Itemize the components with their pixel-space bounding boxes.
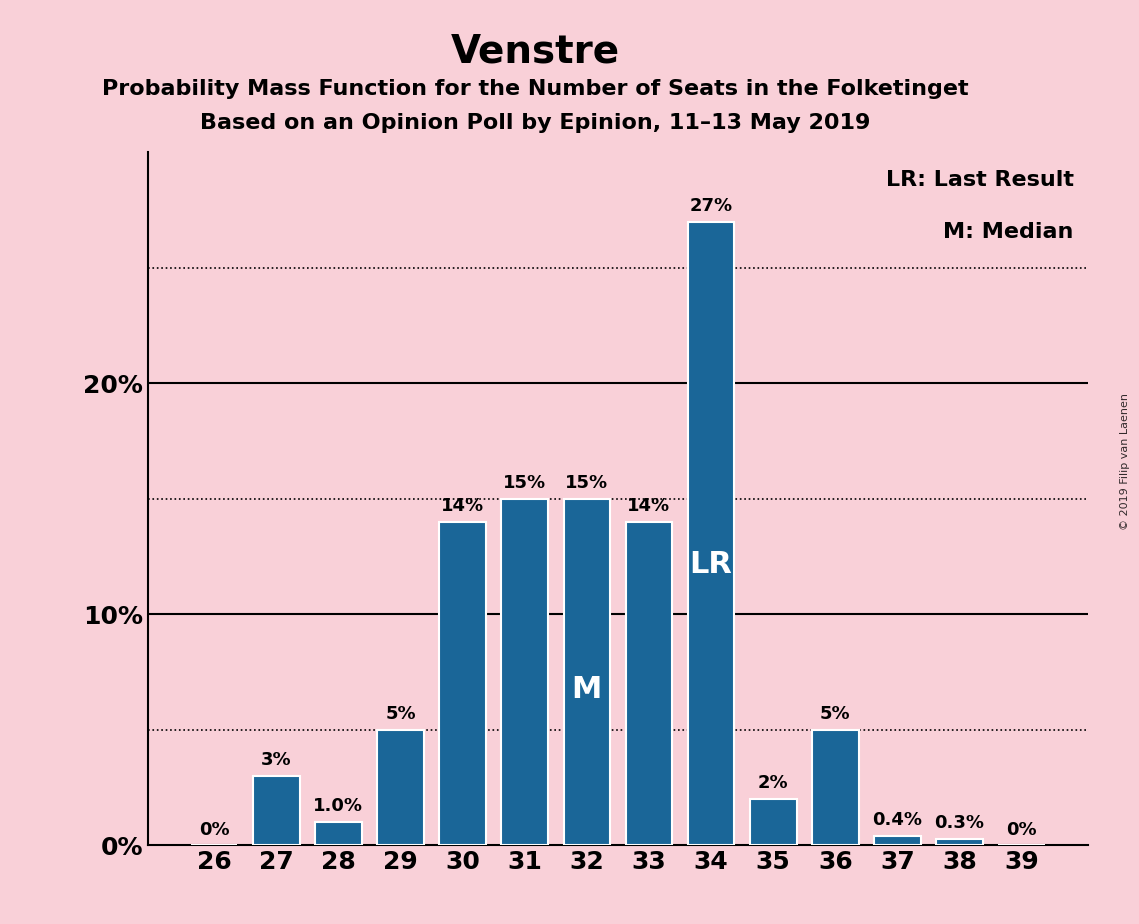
Text: M: Median: M: Median: [943, 222, 1074, 242]
Bar: [377, 730, 424, 845]
Text: 5%: 5%: [820, 705, 851, 723]
Text: Venstre: Venstre: [451, 32, 620, 70]
Text: 27%: 27%: [689, 197, 732, 214]
Bar: [501, 499, 548, 845]
Bar: [875, 836, 920, 845]
Text: 15%: 15%: [503, 474, 547, 492]
Text: Probability Mass Function for the Number of Seats in the Folketinget: Probability Mass Function for the Number…: [103, 79, 968, 99]
Bar: [253, 776, 300, 845]
Bar: [812, 730, 859, 845]
Bar: [440, 522, 486, 845]
Text: © 2019 Filip van Laenen: © 2019 Filip van Laenen: [1121, 394, 1130, 530]
Text: 0%: 0%: [199, 821, 229, 839]
Text: 0%: 0%: [1007, 821, 1036, 839]
Text: Based on an Opinion Poll by Epinion, 11–13 May 2019: Based on an Opinion Poll by Epinion, 11–…: [200, 113, 870, 133]
Text: 14%: 14%: [441, 497, 484, 516]
Text: 2%: 2%: [757, 774, 788, 793]
Bar: [625, 522, 672, 845]
Bar: [564, 499, 611, 845]
Bar: [749, 799, 796, 845]
Text: 0.4%: 0.4%: [872, 811, 923, 830]
Text: LR: Last Result: LR: Last Result: [886, 170, 1074, 189]
Text: 15%: 15%: [565, 474, 608, 492]
Text: 5%: 5%: [385, 705, 416, 723]
Text: LR: LR: [689, 551, 732, 579]
Bar: [936, 839, 983, 845]
Bar: [316, 822, 361, 845]
Text: 1.0%: 1.0%: [313, 797, 363, 816]
Text: 3%: 3%: [261, 751, 292, 769]
Bar: [688, 222, 735, 845]
Text: 0.3%: 0.3%: [935, 814, 984, 832]
Text: M: M: [572, 675, 603, 704]
Text: 14%: 14%: [628, 497, 671, 516]
